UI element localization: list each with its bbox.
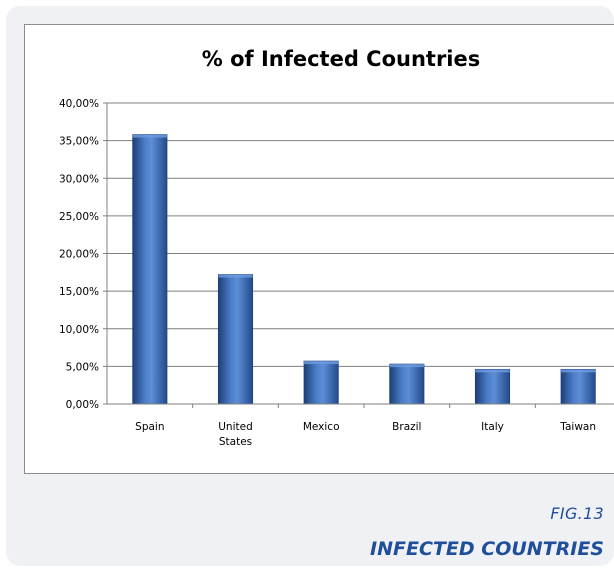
bars [132, 134, 596, 405]
bar-highlight [475, 369, 510, 373]
x-tick-label: Spain [135, 421, 164, 433]
y-tick-label: 40,00% [59, 98, 99, 110]
y-tick-label: 15,00% [59, 286, 99, 298]
bar-highlight [132, 134, 167, 138]
x-tick-label: Taiwan [559, 421, 596, 433]
y-tick-label: 20,00% [59, 249, 99, 261]
bar-mexico [303, 360, 339, 405]
y-tick-label: 30,00% [59, 173, 99, 185]
bar-highlight [304, 361, 339, 365]
bar-highlight [561, 369, 596, 373]
bar-spain [132, 134, 168, 405]
gridlines [107, 102, 614, 367]
y-tick-label: 0,00% [66, 399, 99, 411]
y-tick-label: 10,00% [59, 324, 99, 336]
bar-italy [474, 368, 511, 405]
y-tick-label: 35,00% [59, 136, 99, 148]
x-tick-label: Italy [481, 421, 504, 433]
y-tick-label: 5,00% [66, 361, 99, 373]
figure-card: % of Infected Countries 0,00% 5,00% 10,00%… [6, 6, 614, 566]
bar-united-states [217, 274, 254, 405]
x-axis-ticks: Spain United States Mexico Brazil Italy Taiwan [135, 404, 596, 448]
figure-number: FIG.13 [550, 504, 604, 523]
bar-highlight [389, 364, 424, 368]
figure-caption: INFECTED COUNTRIES [370, 538, 604, 560]
bar-chart: % of Infected Countries 0,00% 5,00% 10,00%… [59, 47, 614, 448]
y-tick-label: 25,00% [59, 211, 99, 223]
x-tick-label: United [218, 421, 253, 433]
x-tick-label: Brazil [392, 421, 421, 433]
bar-brazil [389, 363, 425, 405]
bar-taiwan [560, 368, 596, 405]
chart-title: % of Infected Countries [202, 47, 481, 71]
y-axis-ticks: 0,00% 5,00% 10,00% 15,00% 20,00% 25,00% 30,00%… [59, 98, 107, 411]
bar-highlight [218, 274, 253, 278]
x-tick-label: Mexico [303, 421, 340, 433]
chart-area: % of Infected Countries 0,00% 5,00% 10,00%… [24, 24, 614, 474]
x-tick-label: States [219, 436, 252, 448]
